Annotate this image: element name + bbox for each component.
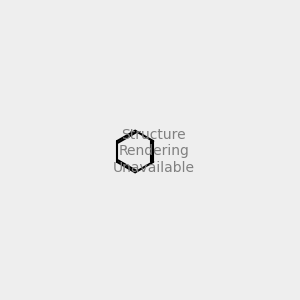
Text: Structure
Rendering
Unavailable: Structure Rendering Unavailable — [113, 128, 195, 175]
